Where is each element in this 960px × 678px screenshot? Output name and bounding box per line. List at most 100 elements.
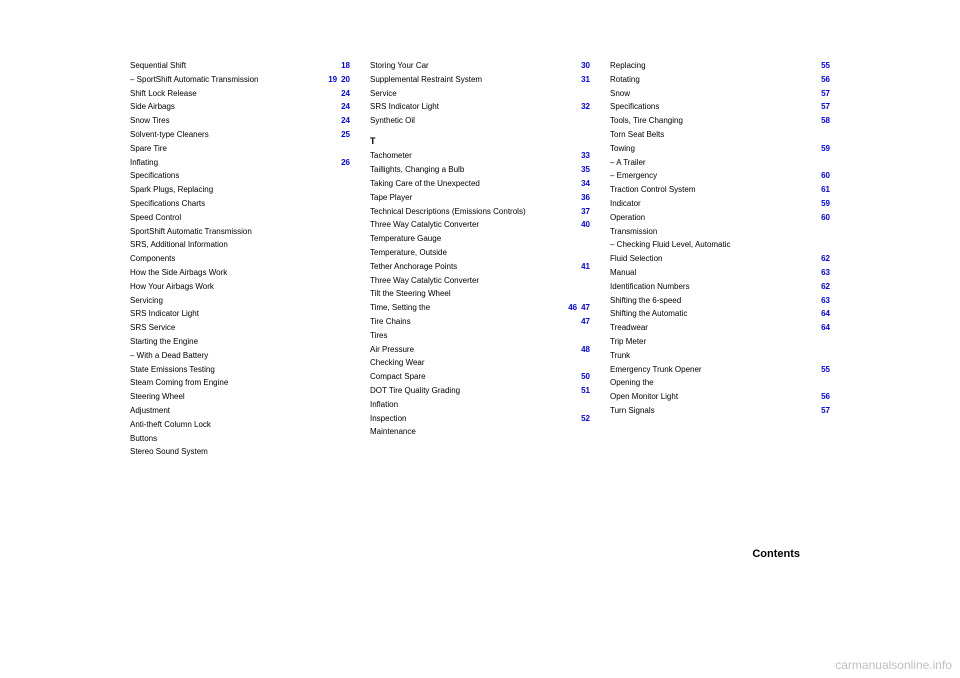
index-page-number[interactable]: 46 [568,302,577,315]
index-page-number[interactable]: 57 [821,88,830,101]
index-entry-text: Sequential Shift [130,60,337,73]
index-entry-text: Identification Numbers [610,281,817,294]
index-entry: Rotating56 [610,74,830,87]
index-entry-text: – Emergency [610,170,817,183]
index-entry: Spare Tire [130,143,350,156]
index-entry: Air Pressure48 [370,344,590,357]
index-page-number[interactable]: 62 [821,281,830,294]
index-page-number[interactable]: 55 [821,364,830,377]
index-entry-text: Specifications [610,101,817,114]
index-page-number[interactable]: 52 [581,413,590,426]
index-page-number[interactable]: 24 [341,88,350,101]
index-page-number[interactable]: 47 [581,316,590,329]
index-entry-text: Snow Tires [130,115,337,128]
index-entry: Tire Chains 47 [370,316,590,329]
index-page-number[interactable]: 36 [581,192,590,205]
index-page-number[interactable]: 60 [821,170,830,183]
index-page-number[interactable]: 56 [821,74,830,87]
index-page-number[interactable]: 41 [581,261,590,274]
index-entry-text: SRS Indicator Light [370,101,577,114]
index-page-number[interactable]: 40 [581,219,590,232]
index-page-number[interactable]: 20 [341,74,350,87]
index-entry-text: DOT Tire Quality Grading [370,385,577,398]
index-entry: Trunk [610,350,830,363]
index-entry: Tools, Tire Changing58 [610,115,830,128]
index-page-number[interactable]: 24 [341,115,350,128]
index-entry-text: Towing [610,143,817,156]
index-entry: SRS Service [130,322,350,335]
index-page-number[interactable]: 51 [581,385,590,398]
index-entry-text: – Checking Fluid Level, Automatic [610,239,830,252]
index-entry: Snow57 [610,88,830,101]
index-page-number[interactable]: 18 [341,60,350,73]
index-entry: Checking Wear [370,357,590,370]
index-entry-text: Tire Chains [370,316,577,329]
index-page-number[interactable]: 64 [821,308,830,321]
index-page-number[interactable]: 47 [581,302,590,315]
index-page-number[interactable]: 24 [341,101,350,114]
index-entry-text: Servicing [130,295,350,308]
index-page-number[interactable]: 58 [821,115,830,128]
index-entry: Steam Coming from Engine [130,377,350,390]
index-entry-text: SportShift Automatic Transmission [130,226,350,239]
index-page-number[interactable]: 62 [821,253,830,266]
index-entry-text: Specifications [130,170,350,183]
index-entry: Temperature Gauge [370,233,590,246]
index-page-number[interactable]: 50 [581,371,590,384]
index-page-number[interactable]: 19 [328,74,337,87]
index-page-number[interactable]: 35 [581,164,590,177]
index-entry: – A Trailer [610,157,830,170]
index-page-number[interactable]: 64 [821,322,830,335]
index-page-number[interactable]: 30 [581,60,590,73]
index-entry: Fluid Selection62 [610,253,830,266]
index-page-number[interactable]: 33 [581,150,590,163]
index-entry: Buttons [130,433,350,446]
index-page-number[interactable]: 37 [581,206,590,219]
index-page-number[interactable]: 63 [821,267,830,280]
index-column-1: Sequential Shift 18 – SportShift Automatic… [130,60,350,460]
index-entry-text: How the Side Airbags Work [130,267,350,280]
index-entry: Solvent-type Cleaners25 [130,129,350,142]
index-page-number[interactable]: 48 [581,344,590,357]
index-page-number[interactable]: 26 [341,157,350,170]
index-entry: Servicing [130,295,350,308]
index-entry: Inspection 52 [370,413,590,426]
index-entry-text: SRS Indicator Light [130,308,350,321]
index-entry: Sequential Shift 18 [130,60,350,73]
index-entry: Time, Setting the4647 [370,302,590,315]
index-entry-text: Traction Control System [610,184,817,197]
index-entry: DOT Tire Quality Grading 51 [370,385,590,398]
index-page-number[interactable]: 32 [581,101,590,114]
index-page-number[interactable]: 31 [581,74,590,87]
index-page-number[interactable]: 60 [821,212,830,225]
index-page-number[interactable]: 34 [581,178,590,191]
index-entry: State Emissions Testing [130,364,350,377]
index-entry-text: – SportShift Automatic Transmission [130,74,324,87]
index-page-number[interactable]: 57 [821,101,830,114]
index-entry: Emergency Trunk Opener55 [610,364,830,377]
index-entry-text: SRS Service [130,322,350,335]
index-entry: Stereo Sound System [130,446,350,459]
index-page-number[interactable]: 63 [821,295,830,308]
index-page-number[interactable]: 25 [341,129,350,142]
index-page-number[interactable]: 56 [821,391,830,404]
index-page-number[interactable]: 59 [821,198,830,211]
index-entry: Tether Anchorage Points41 [370,261,590,274]
index-entry-text: Adjustment [130,405,350,418]
index-page-number[interactable]: 57 [821,405,830,418]
index-entry: Manual63 [610,267,830,280]
index-page-number[interactable]: 61 [821,184,830,197]
index-entry-text: Spare Tire [130,143,350,156]
index-entry-text: Inspection [370,413,577,426]
index-entry-text: Replacing [610,60,817,73]
index-entry-text: Spark Plugs, Replacing [130,184,350,197]
index-entry: SRS Indicator Light [130,308,350,321]
index-entry-text: Three Way Catalytic Converter [370,275,590,288]
index-page-number[interactable]: 55 [821,60,830,73]
index-entry-text: Trunk [610,350,830,363]
index-entry: SportShift Automatic Transmission [130,226,350,239]
index-page-number[interactable]: 59 [821,143,830,156]
index-entry: Transmission [610,226,830,239]
index-entry: Inflating26 [130,157,350,170]
index-entry: Traction Control System 61 [610,184,830,197]
